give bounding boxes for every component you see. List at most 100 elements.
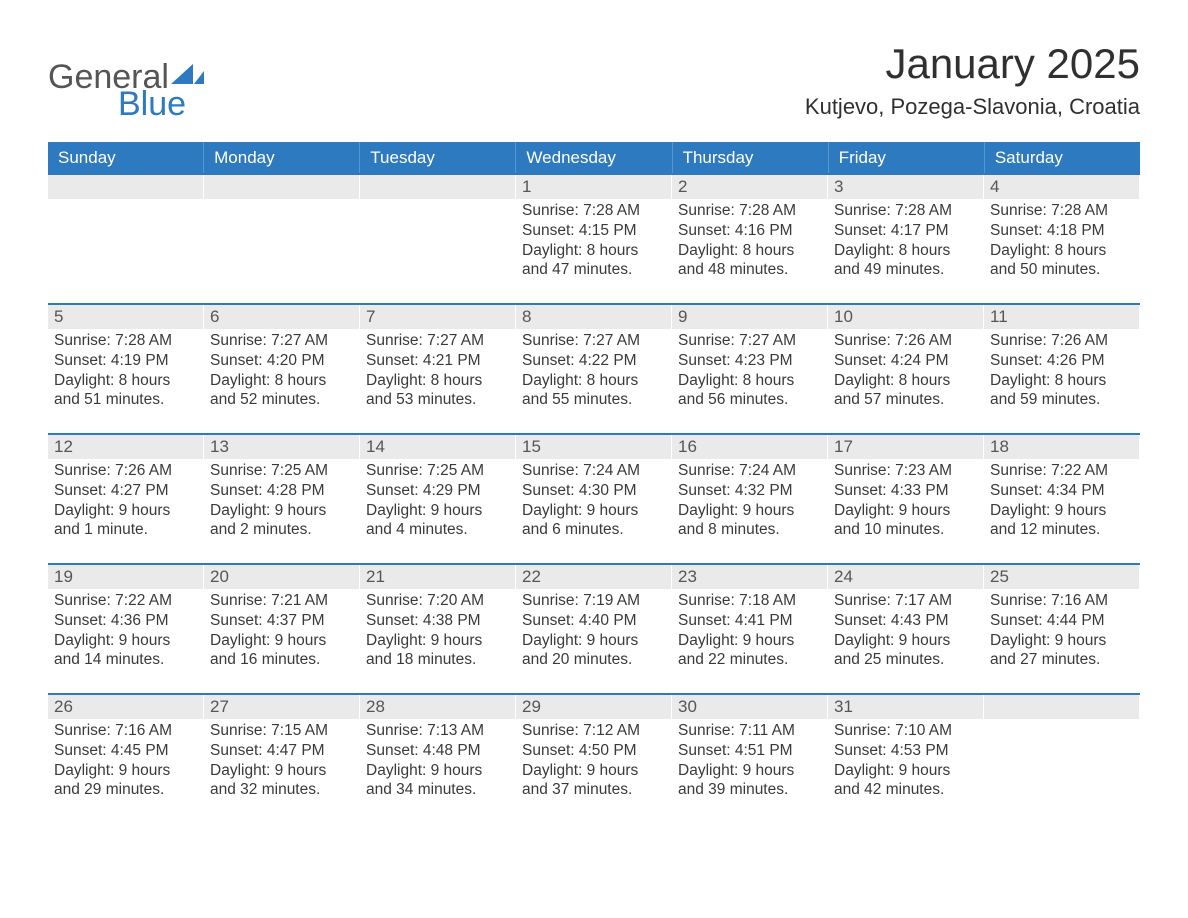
day-cell: 28Sunrise: 7:13 AMSunset: 4:48 PMDayligh… — [360, 695, 516, 823]
daylight-line-1: Daylight: 9 hours — [366, 501, 509, 521]
day-body: Sunrise: 7:24 AMSunset: 4:30 PMDaylight:… — [516, 459, 671, 548]
day-cell: 20Sunrise: 7:21 AMSunset: 4:37 PMDayligh… — [204, 565, 360, 693]
day-body: Sunrise: 7:27 AMSunset: 4:20 PMDaylight:… — [204, 329, 359, 418]
sunset-line: Sunset: 4:21 PM — [366, 351, 509, 371]
day-body: Sunrise: 7:28 AMSunset: 4:19 PMDaylight:… — [48, 329, 203, 418]
sunrise-line: Sunrise: 7:28 AM — [990, 201, 1133, 221]
day-body: Sunrise: 7:11 AMSunset: 4:51 PMDaylight:… — [672, 719, 827, 808]
daylight-line-1: Daylight: 9 hours — [834, 761, 977, 781]
sunset-line: Sunset: 4:33 PM — [834, 481, 977, 501]
day-cell — [48, 175, 204, 303]
sunrise-line: Sunrise: 7:23 AM — [834, 461, 977, 481]
day-cell: 19Sunrise: 7:22 AMSunset: 4:36 PMDayligh… — [48, 565, 204, 693]
day-number: 3 — [828, 175, 983, 199]
day-number: 27 — [204, 695, 359, 719]
day-body: Sunrise: 7:26 AMSunset: 4:26 PMDaylight:… — [984, 329, 1139, 418]
sunset-line: Sunset: 4:24 PM — [834, 351, 977, 371]
weeks-container: 1Sunrise: 7:28 AMSunset: 4:15 PMDaylight… — [48, 173, 1140, 823]
daylight-line-1: Daylight: 9 hours — [678, 501, 821, 521]
week-row: 19Sunrise: 7:22 AMSunset: 4:36 PMDayligh… — [48, 563, 1140, 693]
sunset-line: Sunset: 4:17 PM — [834, 221, 977, 241]
sunset-line: Sunset: 4:30 PM — [522, 481, 665, 501]
day-cell: 2Sunrise: 7:28 AMSunset: 4:16 PMDaylight… — [672, 175, 828, 303]
sunrise-line: Sunrise: 7:24 AM — [522, 461, 665, 481]
day-cell: 31Sunrise: 7:10 AMSunset: 4:53 PMDayligh… — [828, 695, 984, 823]
day-cell: 3Sunrise: 7:28 AMSunset: 4:17 PMDaylight… — [828, 175, 984, 303]
day-body: Sunrise: 7:19 AMSunset: 4:40 PMDaylight:… — [516, 589, 671, 678]
day-number: 8 — [516, 305, 671, 329]
day-number: 23 — [672, 565, 827, 589]
day-body: Sunrise: 7:24 AMSunset: 4:32 PMDaylight:… — [672, 459, 827, 548]
daylight-line-2: and 1 minute. — [54, 520, 197, 540]
daylight-line-2: and 55 minutes. — [522, 390, 665, 410]
day-number: 7 — [360, 305, 515, 329]
day-cell: 30Sunrise: 7:11 AMSunset: 4:51 PMDayligh… — [672, 695, 828, 823]
daylight-line-2: and 50 minutes. — [990, 260, 1133, 280]
day-number: 16 — [672, 435, 827, 459]
sunset-line: Sunset: 4:28 PM — [210, 481, 353, 501]
sunset-line: Sunset: 4:41 PM — [678, 611, 821, 631]
day-cell — [360, 175, 516, 303]
day-cell: 15Sunrise: 7:24 AMSunset: 4:30 PMDayligh… — [516, 435, 672, 563]
day-cell: 8Sunrise: 7:27 AMSunset: 4:22 PMDaylight… — [516, 305, 672, 433]
day-body: Sunrise: 7:16 AMSunset: 4:44 PMDaylight:… — [984, 589, 1139, 678]
day-number: 26 — [48, 695, 203, 719]
daylight-line-2: and 57 minutes. — [834, 390, 977, 410]
sunset-line: Sunset: 4:47 PM — [210, 741, 353, 761]
location-subtitle: Kutjevo, Pozega-Slavonia, Croatia — [805, 94, 1140, 120]
sunset-line: Sunset: 4:29 PM — [366, 481, 509, 501]
day-cell: 27Sunrise: 7:15 AMSunset: 4:47 PMDayligh… — [204, 695, 360, 823]
sunset-line: Sunset: 4:18 PM — [990, 221, 1133, 241]
day-number: 31 — [828, 695, 983, 719]
sunrise-line: Sunrise: 7:13 AM — [366, 721, 509, 741]
daylight-line-1: Daylight: 9 hours — [990, 501, 1133, 521]
sunset-line: Sunset: 4:50 PM — [522, 741, 665, 761]
day-cell: 5Sunrise: 7:28 AMSunset: 4:19 PMDaylight… — [48, 305, 204, 433]
logo-word-blue: Blue — [118, 85, 205, 124]
daylight-line-1: Daylight: 9 hours — [522, 761, 665, 781]
sunrise-line: Sunrise: 7:16 AM — [990, 591, 1133, 611]
daylight-line-2: and 53 minutes. — [366, 390, 509, 410]
daylight-line-2: and 22 minutes. — [678, 650, 821, 670]
daylight-line-1: Daylight: 9 hours — [678, 631, 821, 651]
day-cell: 18Sunrise: 7:22 AMSunset: 4:34 PMDayligh… — [984, 435, 1140, 563]
daylight-line-2: and 47 minutes. — [522, 260, 665, 280]
day-cell: 17Sunrise: 7:23 AMSunset: 4:33 PMDayligh… — [828, 435, 984, 563]
daylight-line-2: and 14 minutes. — [54, 650, 197, 670]
day-body: Sunrise: 7:27 AMSunset: 4:21 PMDaylight:… — [360, 329, 515, 418]
sunrise-line: Sunrise: 7:21 AM — [210, 591, 353, 611]
sunset-line: Sunset: 4:43 PM — [834, 611, 977, 631]
daylight-line-2: and 16 minutes. — [210, 650, 353, 670]
sunset-line: Sunset: 4:19 PM — [54, 351, 197, 371]
daylight-line-1: Daylight: 9 hours — [678, 761, 821, 781]
daylight-line-2: and 12 minutes. — [990, 520, 1133, 540]
daylight-line-1: Daylight: 9 hours — [54, 501, 197, 521]
sunset-line: Sunset: 4:15 PM — [522, 221, 665, 241]
daylight-line-1: Daylight: 9 hours — [366, 761, 509, 781]
day-number: 17 — [828, 435, 983, 459]
day-body: Sunrise: 7:18 AMSunset: 4:41 PMDaylight:… — [672, 589, 827, 678]
day-cell: 26Sunrise: 7:16 AMSunset: 4:45 PMDayligh… — [48, 695, 204, 823]
day-body: Sunrise: 7:28 AMSunset: 4:16 PMDaylight:… — [672, 199, 827, 288]
sunset-line: Sunset: 4:37 PM — [210, 611, 353, 631]
day-number: 18 — [984, 435, 1139, 459]
day-cell: 21Sunrise: 7:20 AMSunset: 4:38 PMDayligh… — [360, 565, 516, 693]
day-body: Sunrise: 7:27 AMSunset: 4:22 PMDaylight:… — [516, 329, 671, 418]
sunset-line: Sunset: 4:16 PM — [678, 221, 821, 241]
logo: General Blue — [48, 58, 205, 124]
day-body: Sunrise: 7:25 AMSunset: 4:28 PMDaylight:… — [204, 459, 359, 548]
sunrise-line: Sunrise: 7:11 AM — [678, 721, 821, 741]
day-number: 12 — [48, 435, 203, 459]
sunrise-line: Sunrise: 7:28 AM — [54, 331, 197, 351]
day-body: Sunrise: 7:17 AMSunset: 4:43 PMDaylight:… — [828, 589, 983, 678]
daylight-line-1: Daylight: 9 hours — [990, 631, 1133, 651]
daylight-line-2: and 48 minutes. — [678, 260, 821, 280]
day-body: Sunrise: 7:28 AMSunset: 4:15 PMDaylight:… — [516, 199, 671, 288]
day-cell: 14Sunrise: 7:25 AMSunset: 4:29 PMDayligh… — [360, 435, 516, 563]
day-body — [984, 719, 1139, 729]
daylight-line-2: and 25 minutes. — [834, 650, 977, 670]
sunrise-line: Sunrise: 7:28 AM — [678, 201, 821, 221]
daylight-line-1: Daylight: 9 hours — [54, 631, 197, 651]
calendar: SundayMondayTuesdayWednesdayThursdayFrid… — [48, 142, 1140, 823]
day-body: Sunrise: 7:25 AMSunset: 4:29 PMDaylight:… — [360, 459, 515, 548]
